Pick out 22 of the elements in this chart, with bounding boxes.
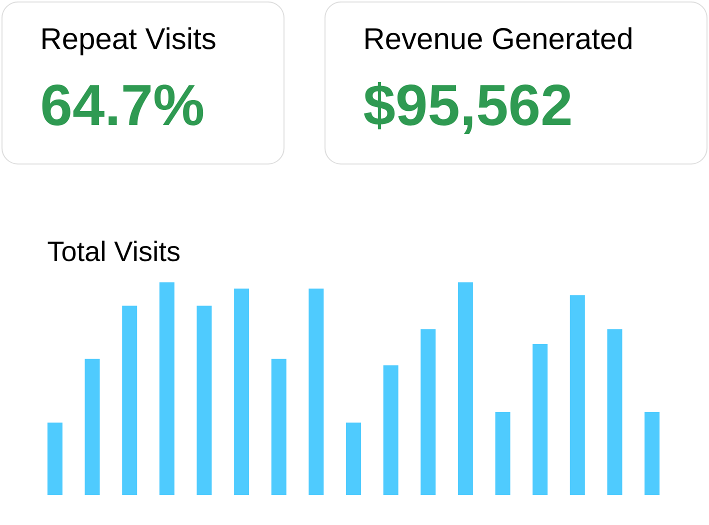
bar xyxy=(84,358,100,496)
text: $95,562 xyxy=(364,82,571,134)
bar xyxy=(458,282,473,496)
bar xyxy=(532,344,548,496)
text: Revenue Generated xyxy=(366,27,632,50)
bar xyxy=(234,288,250,496)
bar xyxy=(159,282,174,496)
bar xyxy=(644,412,660,496)
bar xyxy=(346,422,362,496)
bar xyxy=(570,295,585,496)
bar xyxy=(495,412,510,496)
bar xyxy=(308,288,324,496)
bar xyxy=(47,422,62,496)
text: Repeat Visits xyxy=(42,27,216,56)
bar xyxy=(122,306,138,496)
bar xyxy=(271,358,286,496)
bar xyxy=(196,306,212,496)
bar xyxy=(607,329,622,496)
text: 64.7% xyxy=(42,84,204,126)
bar xyxy=(383,365,398,496)
bar xyxy=(420,329,436,496)
chart-title: Total Visits xyxy=(48,240,180,262)
